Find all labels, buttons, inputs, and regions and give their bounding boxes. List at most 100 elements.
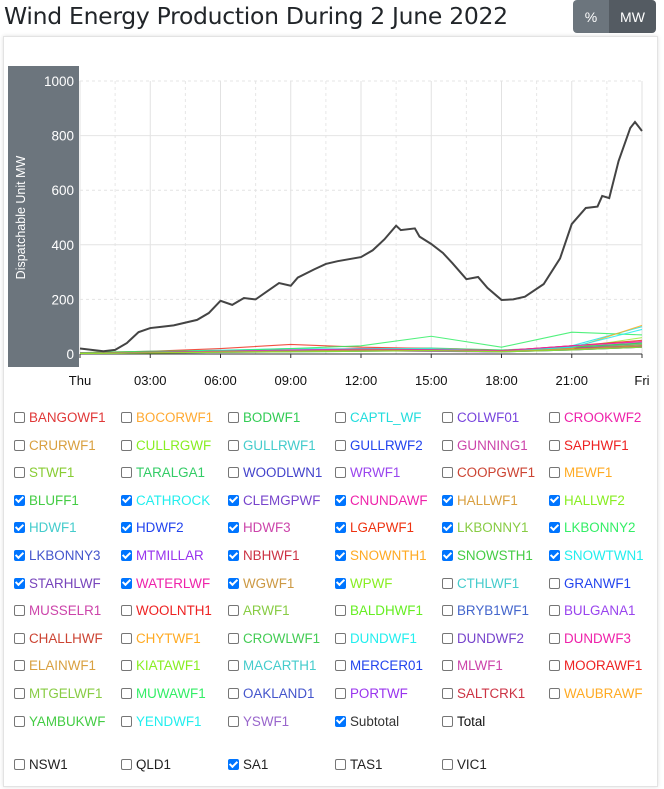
checkbox[interactable] xyxy=(442,759,453,770)
checkbox[interactable] xyxy=(14,715,25,727)
checkbox[interactable] xyxy=(335,467,346,479)
checkbox[interactable] xyxy=(121,439,132,451)
legend-item-woodlwn1[interactable]: WOODLWN1 xyxy=(228,465,322,480)
checkbox[interactable] xyxy=(14,660,25,672)
legend-item-hdwf1[interactable]: HDWF1 xyxy=(14,520,77,535)
legend-item-waubrawf[interactable]: WAUBRAWF xyxy=(549,686,643,701)
checkbox[interactable] xyxy=(442,412,453,423)
checkbox[interactable] xyxy=(335,577,346,589)
checkbox[interactable] xyxy=(121,660,132,672)
legend-item-coopgwf1[interactable]: COOPGWF1 xyxy=(442,465,535,480)
legend-item-hdwf2[interactable]: HDWF2 xyxy=(121,520,184,535)
checkbox[interactable] xyxy=(121,577,132,589)
legend-item-crowlwf1[interactable]: CROWLWF1 xyxy=(228,631,320,646)
legend-item-hallwf1[interactable]: HALLWF1 xyxy=(442,493,518,508)
checkbox[interactable] xyxy=(14,632,25,644)
checkbox[interactable] xyxy=(121,412,132,423)
checkbox[interactable] xyxy=(121,494,132,506)
legend-item-saphwf1[interactable]: SAPHWF1 xyxy=(549,438,629,453)
legend-item-elainwf1[interactable]: ELAINWF1 xyxy=(14,658,96,673)
checkbox[interactable] xyxy=(228,467,239,479)
legend-item-lkbonny1[interactable]: LKBONNY1 xyxy=(442,520,528,535)
legend-item-dundwf2[interactable]: DUNDWF2 xyxy=(442,631,524,646)
checkbox[interactable] xyxy=(335,605,346,617)
checkbox[interactable] xyxy=(335,660,346,672)
legend-item-yswf1[interactable]: YSWF1 xyxy=(228,714,289,729)
legend-item-waterlwf[interactable]: WATERLWF xyxy=(121,576,210,591)
checkbox[interactable] xyxy=(442,522,453,534)
checkbox[interactable] xyxy=(14,467,25,479)
legend-item-yambukwf[interactable]: YAMBUKWF xyxy=(14,714,105,729)
checkbox[interactable] xyxy=(14,759,25,770)
legend-item-nbhwf1[interactable]: NBHWF1 xyxy=(228,548,300,563)
legend-item-captl_wf[interactable]: CAPTL_WF xyxy=(335,410,421,425)
legend-item-kiatawf1[interactable]: KIATAWF1 xyxy=(121,658,200,673)
legend-item-portwf[interactable]: PORTWF xyxy=(335,686,408,701)
checkbox[interactable] xyxy=(121,632,132,644)
checkbox[interactable] xyxy=(549,577,560,589)
legend-item-challhwf[interactable]: CHALLHWF xyxy=(14,631,103,646)
checkbox[interactable] xyxy=(549,467,560,479)
checkbox[interactable] xyxy=(14,522,25,534)
checkbox[interactable] xyxy=(121,550,132,561)
legend-item-gullrwf2[interactable]: GULLRWF2 xyxy=(335,438,423,453)
checkbox[interactable] xyxy=(335,494,346,506)
checkbox[interactable] xyxy=(335,439,346,451)
legend-item-wrwf1[interactable]: WRWF1 xyxy=(335,465,400,480)
checkbox[interactable] xyxy=(442,605,453,617)
legend-item-yendwf1[interactable]: YENDWF1 xyxy=(121,714,201,729)
legend-item-crurwf1[interactable]: CRURWF1 xyxy=(14,438,96,453)
legend-item-cullrgwf[interactable]: CULLRGWF xyxy=(121,438,211,453)
legend-item-stwf1[interactable]: STWF1 xyxy=(14,465,74,480)
legend-item-snowtwn1[interactable]: SNOWTWN1 xyxy=(549,548,644,563)
checkbox[interactable] xyxy=(442,632,453,644)
checkbox[interactable] xyxy=(228,494,239,506)
legend-item-mewf1[interactable]: MEWF1 xyxy=(549,465,612,480)
legend-item-dundwf3[interactable]: DUNDWF3 xyxy=(549,631,631,646)
checkbox[interactable] xyxy=(549,660,560,672)
checkbox[interactable] xyxy=(14,494,25,506)
checkbox[interactable] xyxy=(442,715,453,727)
checkbox[interactable] xyxy=(228,439,239,451)
legend-item-bodwf1[interactable]: BODWF1 xyxy=(228,410,300,425)
legend-item-granwf1[interactable]: GRANWF1 xyxy=(549,576,631,591)
legend-item-bryb1wf1[interactable]: BRYB1WF1 xyxy=(442,603,529,618)
checkbox[interactable] xyxy=(14,439,25,451)
checkbox[interactable] xyxy=(14,577,25,589)
legend-item-moorawf1[interactable]: MOORAWF1 xyxy=(549,658,642,673)
mw-button[interactable]: MW xyxy=(609,0,656,33)
legend-item-hallwf2[interactable]: HALLWF2 xyxy=(549,493,625,508)
legend-item-subtotal[interactable]: Subtotal xyxy=(335,714,399,729)
checkbox[interactable] xyxy=(549,494,560,506)
checkbox[interactable] xyxy=(121,522,132,534)
legend-item-saltcrk1[interactable]: SALTCRK1 xyxy=(442,686,525,701)
legend-item-mlwf1[interactable]: MLWF1 xyxy=(442,658,503,673)
checkbox[interactable] xyxy=(335,632,346,644)
checkbox[interactable] xyxy=(121,688,132,699)
legend-item-cthlwf1[interactable]: CTHLWF1 xyxy=(442,576,519,591)
legend-item-snownth1[interactable]: SNOWNTH1 xyxy=(335,548,427,563)
checkbox[interactable] xyxy=(335,412,346,423)
legend-item-woolnth1[interactable]: WOOLNTH1 xyxy=(121,603,212,618)
checkbox[interactable] xyxy=(14,688,25,699)
legend-item-clemgpwf[interactable]: CLEMGPWF xyxy=(228,493,320,508)
legend-item-bulgana1[interactable]: BULGANA1 xyxy=(549,603,635,618)
legend-item-oakland1[interactable]: OAKLAND1 xyxy=(228,686,314,701)
checkbox[interactable] xyxy=(228,577,239,589)
checkbox[interactable] xyxy=(549,688,560,699)
checkbox[interactable] xyxy=(549,605,560,617)
checkbox[interactable] xyxy=(442,494,453,506)
legend-item-baldhwf1[interactable]: BALDHWF1 xyxy=(335,603,423,618)
checkbox[interactable] xyxy=(549,412,560,423)
checkbox[interactable] xyxy=(228,550,239,561)
legend-item-bangowf1[interactable]: BANGOWF1 xyxy=(14,410,106,425)
legend-item-bluff1[interactable]: BLUFF1 xyxy=(14,493,79,508)
checkbox[interactable] xyxy=(228,660,239,672)
checkbox[interactable] xyxy=(442,550,453,561)
legend-item-snowsth1[interactable]: SNOWSTH1 xyxy=(442,548,533,563)
legend-item-musselr1[interactable]: MUSSELR1 xyxy=(14,603,101,618)
legend-item-crookwf2[interactable]: CROOKWF2 xyxy=(549,410,641,425)
legend-item-mercer01[interactable]: MERCER01 xyxy=(335,658,423,673)
legend-item-dundwf1[interactable]: DUNDWF1 xyxy=(335,631,417,646)
checkbox[interactable] xyxy=(442,577,453,589)
